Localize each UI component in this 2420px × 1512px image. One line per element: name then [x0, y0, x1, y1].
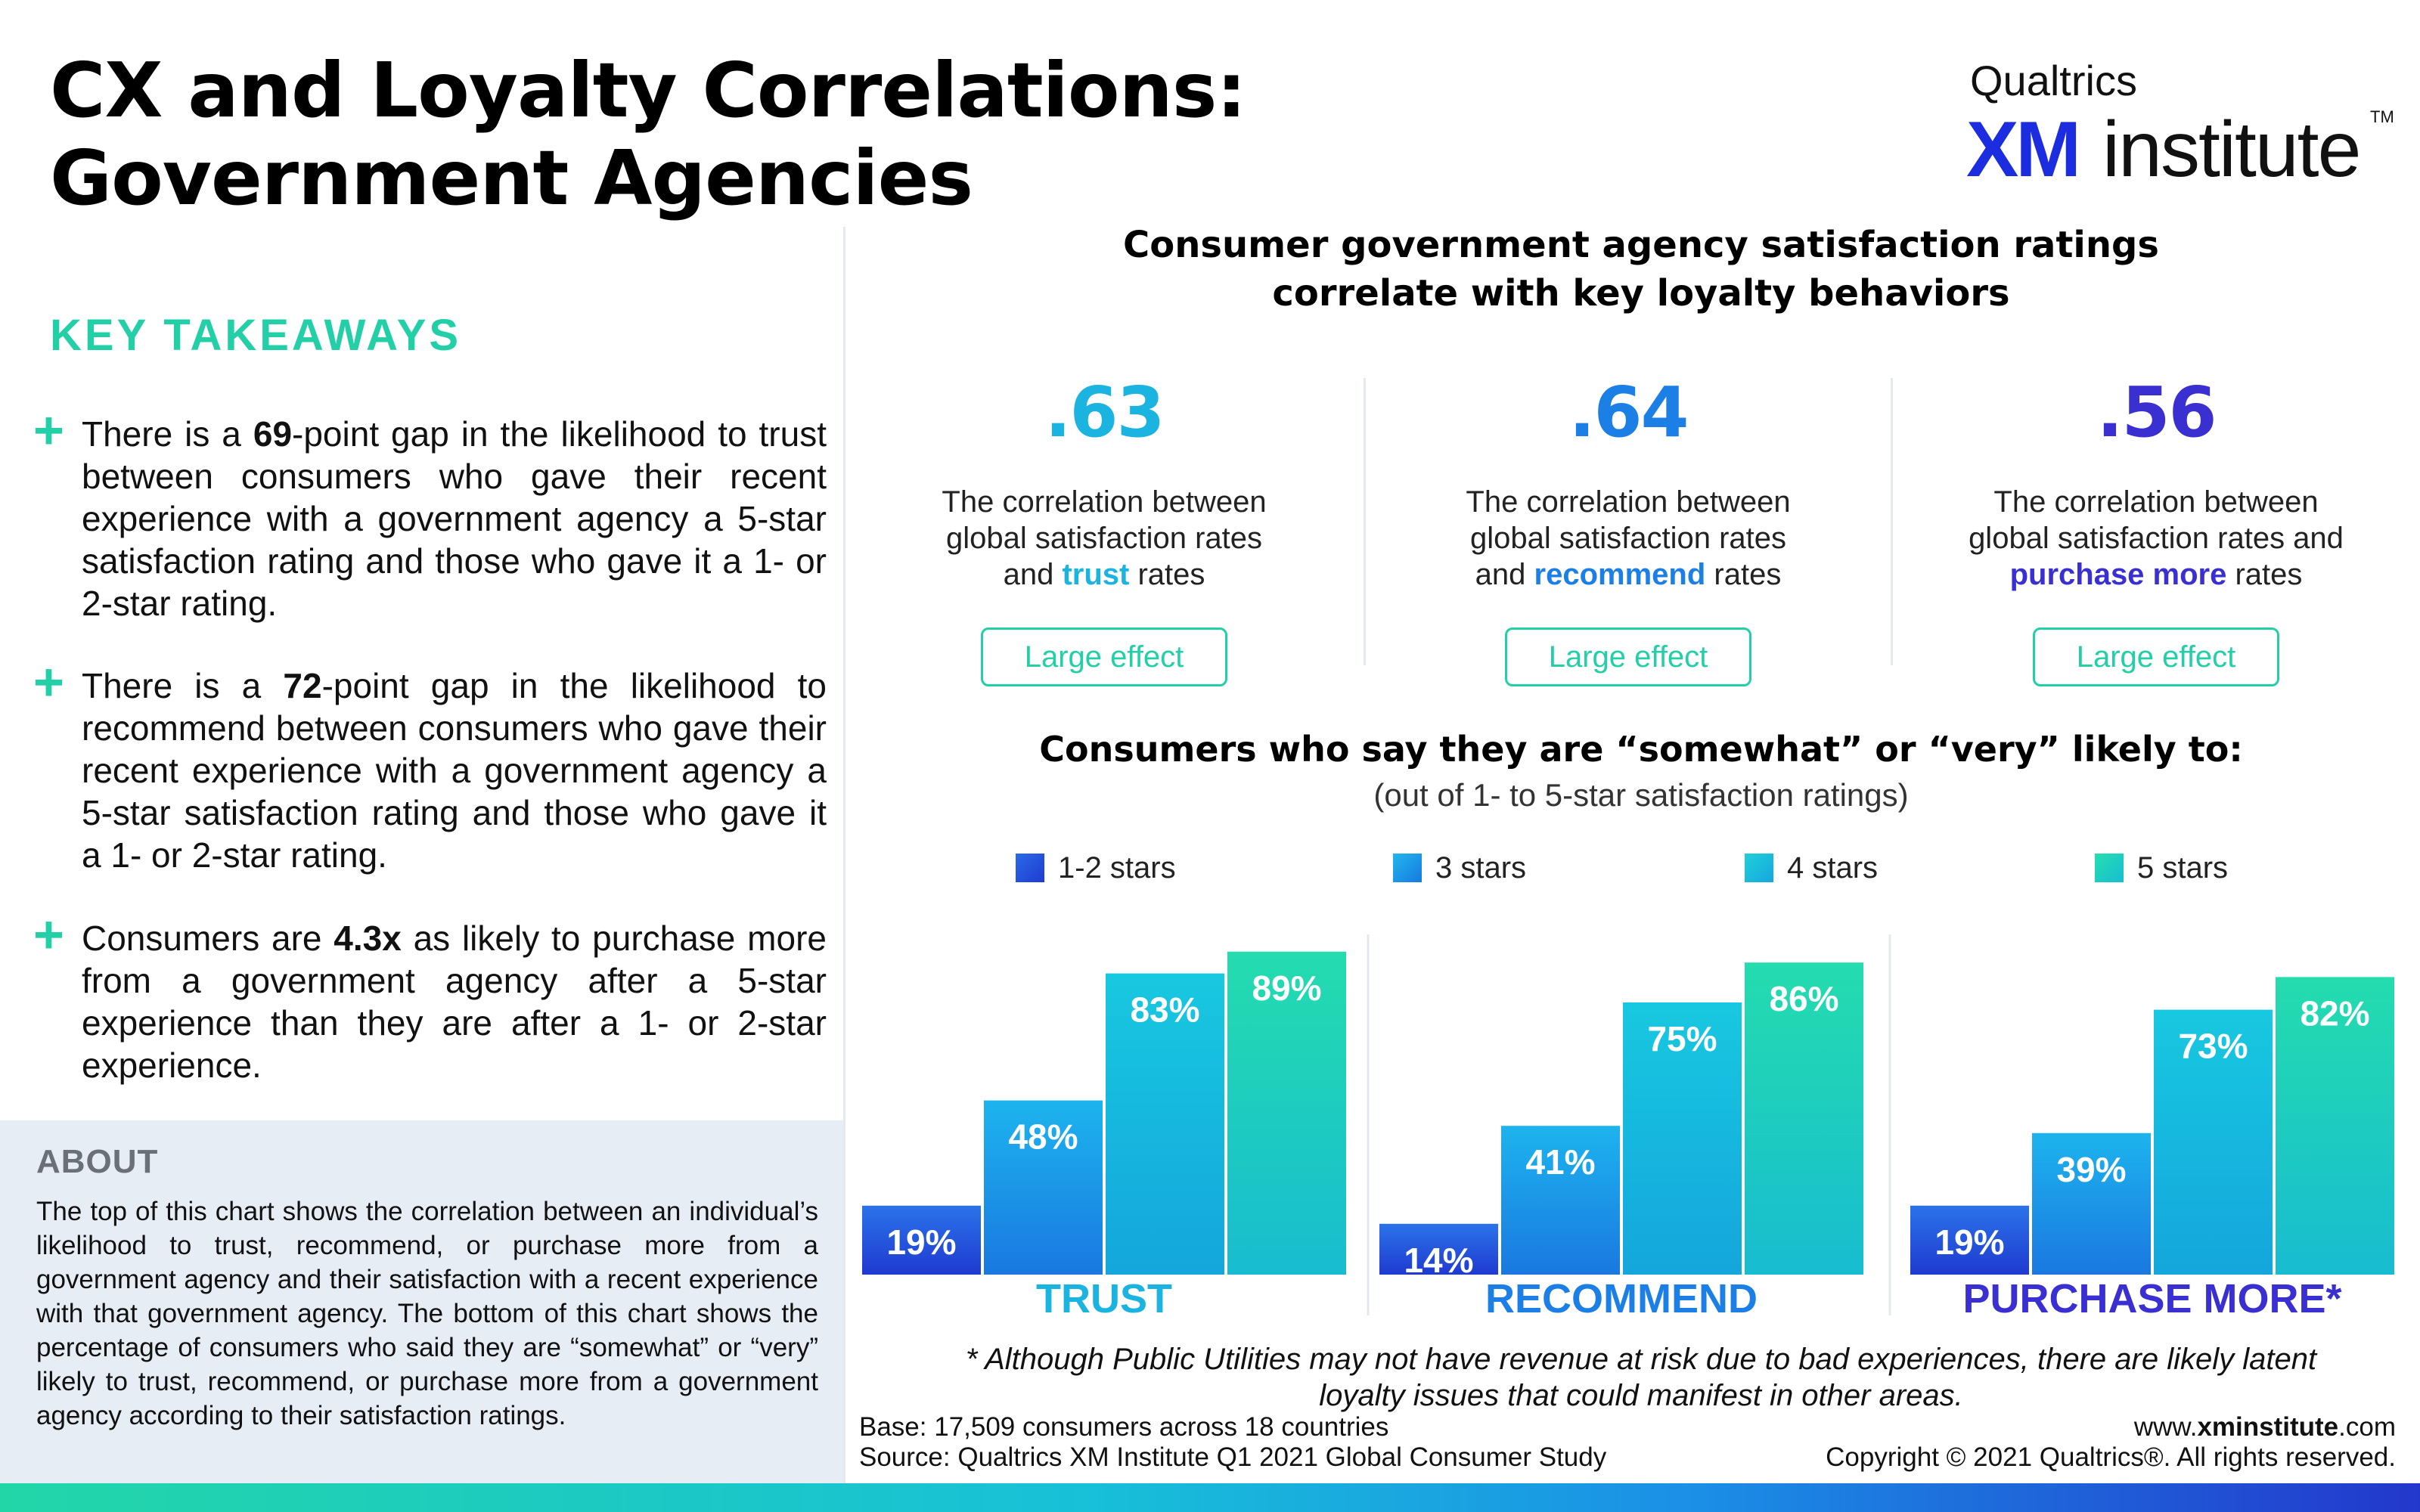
effect-badge: Large effect — [1505, 627, 1751, 686]
logo-qualtrics-text: Qualtrics — [1970, 57, 2137, 104]
bar-purchase-more-1-2-stars — [1910, 1205, 2029, 1275]
about-heading: ABOUT — [36, 1143, 159, 1180]
bar-value-label: 19% — [886, 1222, 956, 1262]
bar-recommend-3-stars — [1501, 1126, 1620, 1275]
takeaway-text: There is a 72-point gap in the likelihoo… — [82, 666, 827, 875]
bar-trust-5-stars — [1227, 951, 1346, 1275]
correlation-description: The correlation between global satisfact… — [942, 485, 1267, 591]
correlation-purchase-more: .56 The correlation between global satis… — [1929, 378, 2383, 686]
column-divider — [1891, 378, 1893, 665]
category-label: RECOMMEND — [1485, 1276, 1758, 1321]
bar-value-label: 83% — [1130, 990, 1199, 1030]
bar-purchase-more-4-stars — [2154, 1009, 2273, 1275]
legend-swatch — [1745, 854, 1773, 882]
page-title-line2: Government Agencies — [50, 134, 973, 222]
correlation-description: The correlation between global satisfact… — [1466, 485, 1791, 591]
section-divider — [843, 227, 845, 1483]
source-note: Source: Qualtrics XM Institute Q1 2021 G… — [859, 1442, 1607, 1472]
column-divider — [1364, 378, 1366, 665]
bar-value-label: 14% — [1404, 1241, 1473, 1280]
legend-item-1-2-stars: 1-2 stars — [1016, 848, 1176, 888]
bar-purchase-more-5-stars — [2276, 977, 2394, 1275]
bar-value-label: 19% — [1934, 1222, 2004, 1262]
legend-item-5-stars: 5 stars — [2095, 848, 2228, 888]
correlation-value: .63 — [1044, 372, 1165, 453]
bar-trust-4-stars — [1106, 973, 1224, 1275]
page-title-line1: CX and Loyalty Correlations: — [50, 46, 1246, 135]
bar-recommend-1-2-stars — [1379, 1223, 1498, 1275]
bar-trust-1-2-stars — [862, 1205, 981, 1275]
about-text: The top of this chart shows the correlat… — [36, 1197, 818, 1430]
legend-swatch — [2095, 854, 2124, 882]
bar-value-label: 82% — [2300, 993, 2369, 1033]
bar-value-label: 39% — [2056, 1150, 2126, 1189]
correlation-title: Consumer government agency satisfaction … — [1123, 224, 2159, 314]
legend-swatch — [1016, 854, 1044, 882]
bar-purchase-more-3-stars — [2032, 1132, 2151, 1275]
legend-label: 4 stars — [1787, 850, 1879, 885]
website-link[interactable]: www.xminstitute.com — [2133, 1412, 2396, 1442]
bar-value-label: 86% — [1769, 979, 1838, 1018]
chart-subtitle: (out of 1- to 5-star satisfaction rating… — [1373, 777, 1909, 813]
effect-badge: Large effect — [2033, 627, 2279, 686]
category-label: PURCHASE MORE* — [1962, 1276, 2341, 1321]
logo-xm-text: XM — [1966, 106, 2081, 194]
correlation-trust: .63 The correlation between global satis… — [877, 378, 1331, 686]
legend-label: 3 stars — [1435, 850, 1527, 885]
bar-recommend-5-stars — [1745, 962, 1863, 1275]
bar-value-label: 75% — [1647, 1019, 1717, 1058]
plus-icon: + — [33, 905, 64, 964]
bar-trust-3-stars — [984, 1100, 1103, 1275]
takeaway-text: Consumers are 4.3x as likely to purchase… — [82, 919, 827, 1085]
key-takeaways-heading: KEY TAKEAWAYS — [50, 311, 462, 360]
takeaway-text: There is a 69-point gap in the likelihoo… — [82, 414, 827, 623]
legend-label: 1-2 stars — [1058, 850, 1176, 885]
footnote: * Although Public Utilities may not have… — [965, 1343, 2317, 1412]
correlation-value: .56 — [2096, 372, 2217, 453]
bottom-gradient-strip — [0, 1483, 2420, 1512]
plus-icon: + — [33, 401, 64, 460]
about-panel — [0, 1120, 843, 1483]
legend-swatch — [1393, 854, 1422, 882]
chart-title: Consumers who say they are “somewhat” or… — [1039, 729, 2243, 770]
bar-value-label: 48% — [1008, 1117, 1078, 1157]
legend-item-3-stars: 3 stars — [1393, 848, 1526, 888]
bar-value-label: 41% — [1525, 1142, 1595, 1182]
category-label: TRUST — [1036, 1276, 1172, 1321]
legend-item-4-stars: 4 stars — [1745, 848, 1878, 888]
correlation-value: .64 — [1568, 372, 1689, 453]
copyright-note: Copyright © 2021 Qualtrics®. All rights … — [1826, 1442, 2396, 1472]
bar-value-label: 89% — [1252, 968, 1321, 1008]
logo-institute-text: institute — [2102, 106, 2361, 194]
plus-icon: + — [33, 652, 64, 711]
correlation-description: The correlation between global satisfact… — [1969, 485, 2344, 591]
base-note: Base: 17,509 consumers across 18 countri… — [859, 1412, 1389, 1442]
correlation-recommend: .64 The correlation between global satis… — [1401, 378, 1855, 686]
bar-recommend-4-stars — [1623, 1002, 1742, 1275]
bar-value-label: 73% — [2178, 1027, 2248, 1066]
logo-trademark: TM — [2370, 107, 2394, 126]
effect-badge: Large effect — [981, 627, 1227, 686]
legend-label: 5 stars — [2137, 850, 2229, 885]
